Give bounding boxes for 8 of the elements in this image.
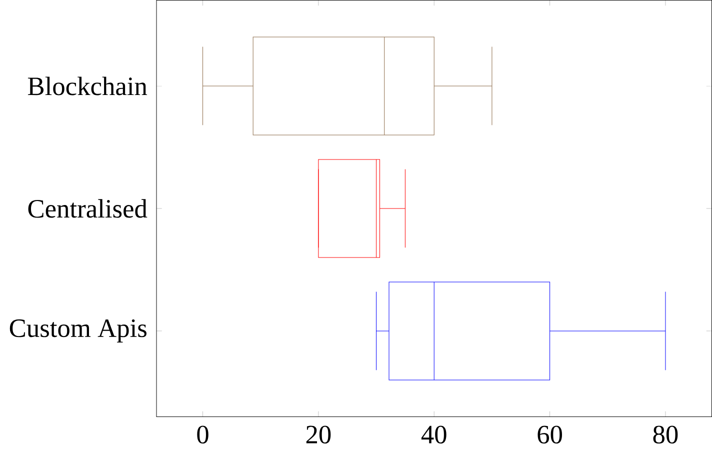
y-tick-label: Centralised xyxy=(28,199,148,218)
x-tick-label: 80 xyxy=(653,426,678,444)
y-tick-label: Custom Apis xyxy=(10,319,146,342)
x-tick-label: 0 xyxy=(197,426,208,444)
x-tick-label: 40 xyxy=(421,426,446,444)
x-tick-label: 60 xyxy=(538,426,562,444)
y-tick-label: Blockchain xyxy=(28,76,148,96)
x-tick-label: 20 xyxy=(306,426,331,444)
